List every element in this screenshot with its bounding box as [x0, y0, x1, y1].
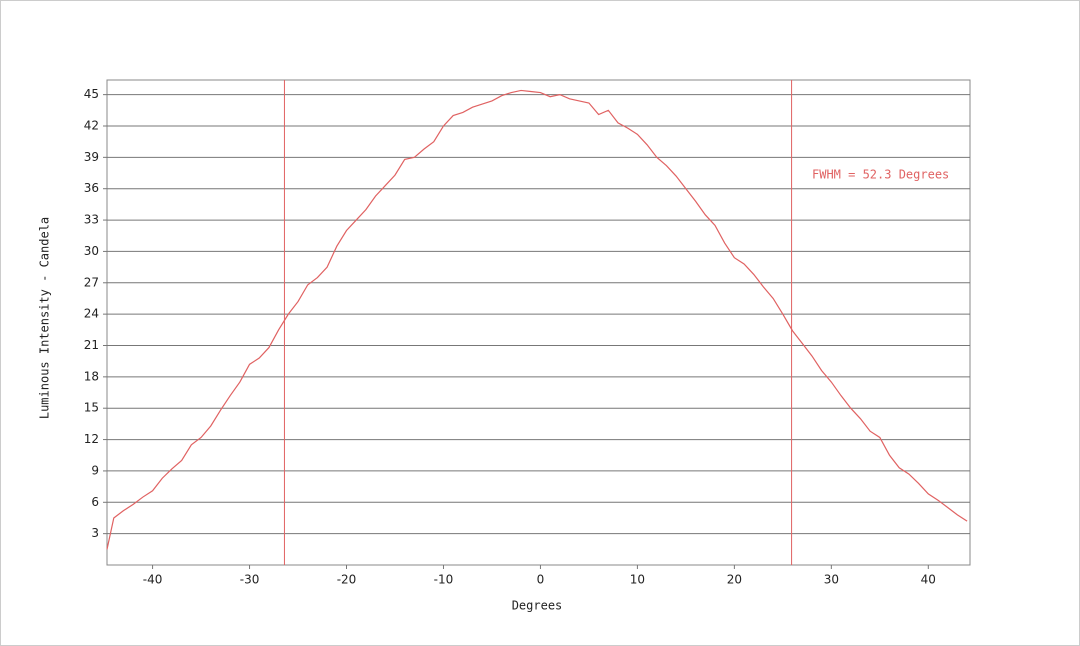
x-tick-label: -40	[143, 573, 163, 587]
y-tick-label: 30	[84, 244, 99, 258]
x-tick-label: 30	[824, 573, 839, 587]
x-tick-label: 10	[630, 573, 645, 587]
y-tick-label: 45	[84, 87, 99, 101]
y-tick-label: 21	[84, 338, 99, 352]
y-tick-label: 3	[91, 526, 99, 540]
y-tick-label: 27	[84, 275, 99, 289]
x-axis-label: Degrees	[512, 599, 563, 613]
y-tick-label: 33	[84, 213, 99, 227]
y-tick-label: 6	[91, 495, 99, 509]
x-tick-label: 40	[921, 573, 936, 587]
x-tick-label: 0	[537, 573, 545, 587]
y-axis-label: Luminous Intensity - Candela	[38, 217, 52, 419]
y-tick-label: 9	[91, 463, 99, 477]
y-tick-label: 12	[84, 432, 99, 446]
y-tick-label: 24	[84, 307, 99, 321]
x-tick-label: -10	[434, 573, 454, 587]
y-tick-label: 36	[84, 181, 99, 195]
plot-area	[106, 79, 971, 566]
y-tick-label: 15	[84, 401, 99, 415]
annotation: FWHM = 52.3 Degrees	[812, 168, 949, 182]
y-tick-label: 42	[84, 118, 99, 132]
data-line	[106, 89, 968, 550]
y-tick-label: 39	[84, 150, 99, 164]
y-tick-label: 18	[84, 369, 99, 383]
x-tick-label: -30	[240, 573, 260, 587]
x-tick-label: 20	[727, 573, 742, 587]
x-tick-label: -20	[337, 573, 357, 587]
